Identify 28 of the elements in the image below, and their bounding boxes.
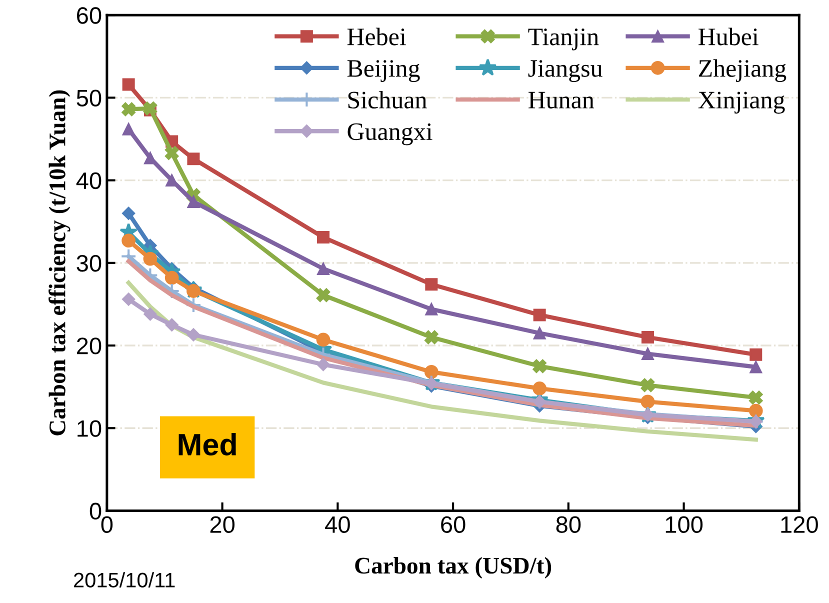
y-tick-label: 50 [76, 90, 102, 106]
y-tick-label: 10 [78, 420, 102, 437]
legend-label: Sichuan [348, 90, 427, 109]
y-tick-label: 20 [77, 338, 102, 354]
y-tick-label: 0 [90, 502, 102, 520]
legend-label: Jiangsu [528, 60, 602, 82]
x-tick-label: 80 [556, 516, 581, 533]
y-tick-label: 60 [77, 7, 102, 24]
x-tick-label: 20 [210, 516, 235, 533]
x-tick-label: 60 [441, 516, 466, 533]
x-axis-title: Carbon tax (USD/t) [355, 557, 552, 578]
x-tick-label: 40 [325, 516, 350, 533]
x-tick-label: 100 [666, 516, 703, 533]
y-tick-label: 40 [76, 172, 102, 190]
legend-label: Tianjin [528, 28, 599, 50]
x-tick-label: 120 [781, 516, 818, 533]
annotation: Med [178, 433, 236, 456]
x-tick-label: 0 [101, 516, 113, 533]
legend-label: Beijing [347, 60, 420, 82]
legend-label: Xinjiang [698, 92, 785, 114]
text: 2015/10/11 [74, 572, 175, 588]
y-tick-label: 30 [76, 254, 102, 272]
legend-label: Hebei [347, 28, 406, 46]
y-axis-title: Carbon tax efficiency (t/10k Yuan) [48, 90, 70, 436]
legend-label: Hunan [528, 92, 594, 109]
legend-label: Guangxi [348, 123, 432, 146]
legend-label: Zhejiang [698, 59, 786, 82]
legend-label: Hubei [698, 28, 758, 46]
